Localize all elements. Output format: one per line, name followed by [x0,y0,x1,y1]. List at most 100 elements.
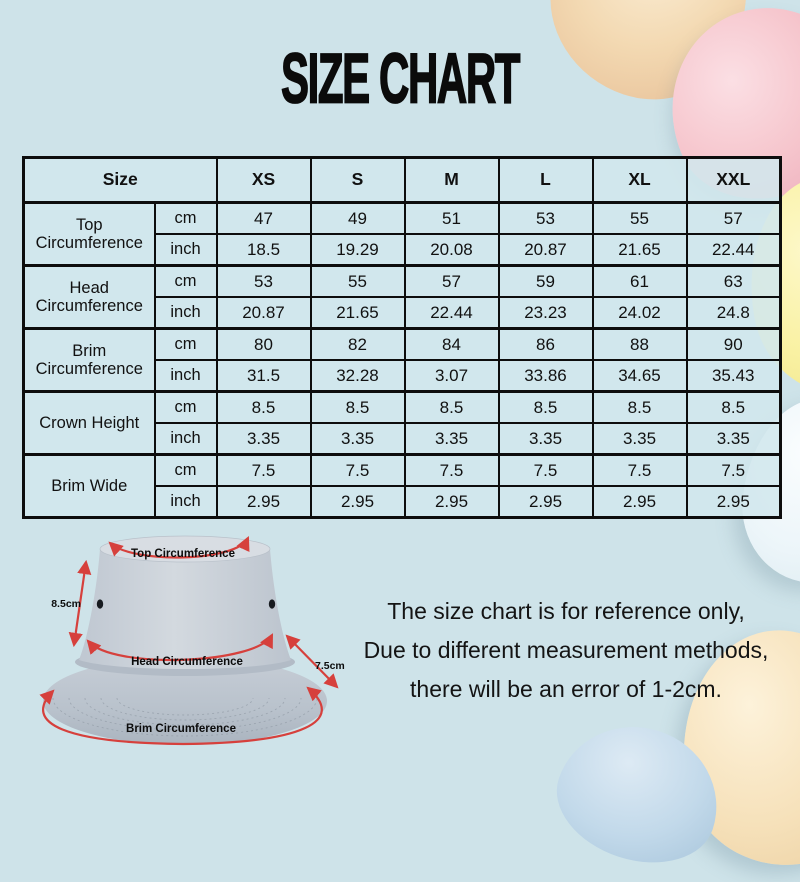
head-circumference-label: Head Circumference [131,656,243,668]
table-row: inch 3.35 3.35 3.35 3.35 3.35 3.35 [24,422,782,456]
brim-circumference-label: Brim Circumference [126,723,236,735]
value-cell: 57 [685,201,782,235]
value-cell: 3.35 [591,422,688,456]
value-cell: 53 [497,201,594,235]
value-cell: 2.95 [685,485,782,519]
value-cell: 31.5 [215,359,312,393]
value-cell: 7.5 [497,453,594,487]
value-cell: 22.44 [685,233,782,267]
value-cell: 3.35 [215,422,312,456]
value-cell: 3.35 [497,422,594,456]
unit-cell: cm [153,327,218,361]
value-cell: 2.95 [309,485,406,519]
value-cell: 57 [403,264,500,298]
table-row: Top Circumference cm 47 49 51 53 55 57 [22,201,782,267]
value-cell: 7.5 [215,453,312,487]
note-line-3: there will be an error of 1-2cm. [410,676,722,702]
group-brim-circumference: Brim Circumference cm 80 82 84 86 88 90 … [22,327,782,393]
value-cell: 3.35 [685,422,782,456]
value-cell: 90 [685,327,782,361]
value-cell: 20.87 [497,233,594,267]
value-cell: 20.87 [215,296,312,330]
value-cell: 55 [309,264,406,298]
bucket-hat-illustration: Top Circumference Head Circumference Bri… [39,535,345,746]
value-cell: 18.5 [215,233,312,267]
unit-cell: inch [153,485,218,519]
row-label: Brim Wide [22,453,156,519]
value-cell: 20.08 [403,233,500,267]
unit-cell: cm [153,264,218,298]
value-cell: 3.35 [403,422,500,456]
size-header-l: L [497,156,594,204]
value-cell: 24.02 [591,296,688,330]
hat-measurement-diagram: Top Circumference Head Circumference Bri… [15,512,360,782]
value-cell: 19.29 [309,233,406,267]
top-circumference-arrow [108,536,250,559]
row-label: Head Circumference [22,264,156,330]
brim-stitching [52,697,318,737]
table-row: inch 31.5 32.28 3.07 33.86 34.65 35.43 [24,359,782,393]
value-cell: 32.28 [309,359,406,393]
value-cell: 24.8 [685,296,782,330]
unit-cell: cm [153,390,218,424]
value-cell: 82 [309,327,406,361]
hat-eyelet-right [268,599,276,609]
value-cell: 2.95 [591,485,688,519]
table-row: inch 18.5 19.29 20.08 20.87 21.65 22.44 [24,233,782,267]
value-cell: 35.43 [685,359,782,393]
note-line-2: Due to different measurement methods, [363,637,769,663]
value-cell: 8.5 [309,390,406,424]
size-header-xl: XL [591,156,688,204]
unit-cell: inch [153,422,218,456]
value-cell: 7.5 [685,453,782,487]
value-cell: 7.5 [309,453,406,487]
brim-width-arrow [285,634,339,689]
brim-width-value-label: 7.5cm [315,660,345,672]
size-header-m: M [403,156,500,204]
value-cell: 3.07 [403,359,500,393]
group-brim-wide: Brim Wide cm 7.5 7.5 7.5 7.5 7.5 7.5 inc… [22,453,782,519]
value-cell: 8.5 [403,390,500,424]
size-header-xxl: XXL [685,156,782,204]
value-cell: 2.95 [215,485,312,519]
value-cell: 2.95 [403,485,500,519]
unit-cell: inch [153,359,218,393]
value-cell: 55 [591,201,688,235]
value-cell: 34.65 [591,359,688,393]
brim-circumference-arrow [39,686,323,746]
table-row: inch 2.95 2.95 2.95 2.95 2.95 2.95 [24,485,782,519]
value-cell: 53 [215,264,312,298]
size-header-s: S [309,156,406,204]
value-cell: 33.86 [497,359,594,393]
value-cell: 8.5 [591,390,688,424]
value-cell: 8.5 [685,390,782,424]
hat-eyelet-left [96,599,104,609]
group-head-circumference: Head Circumference cm 53 55 57 59 61 63 … [22,264,782,330]
value-cell: 80 [215,327,312,361]
size-chart-table: Size XS S M L XL XXL Top Circumference c… [22,156,782,519]
size-corner-header: Size [22,156,218,204]
top-circumference-label: Top Circumference [131,548,235,560]
row-label: Brim Circumference [22,327,156,393]
value-cell: 7.5 [591,453,688,487]
value-cell: 22.44 [403,296,500,330]
page-title: SIZE CHART [280,38,520,119]
table-row: inch 20.87 21.65 22.44 23.23 24.02 24.8 [24,296,782,330]
value-cell: 8.5 [215,390,312,424]
value-cell: 63 [685,264,782,298]
value-cell: 23.23 [497,296,594,330]
unit-cell: cm [153,201,218,235]
group-top-circumference: Top Circumference cm 47 49 51 53 55 57 i… [22,201,782,267]
value-cell: 59 [497,264,594,298]
table-row: Brim Circumference cm 80 82 84 86 88 90 [22,327,782,393]
value-cell: 49 [309,201,406,235]
table-row: Head Circumference cm 53 55 57 59 61 63 [22,264,782,330]
table-row: Brim Wide cm 7.5 7.5 7.5 7.5 7.5 7.5 [22,453,782,519]
crown-height-value-label: 8.5cm [51,598,81,610]
unit-cell: inch [153,233,218,267]
crown-height-arrow [68,559,92,648]
value-cell: 88 [591,327,688,361]
value-cell: 51 [403,201,500,235]
value-cell: 2.95 [497,485,594,519]
value-cell: 84 [403,327,500,361]
